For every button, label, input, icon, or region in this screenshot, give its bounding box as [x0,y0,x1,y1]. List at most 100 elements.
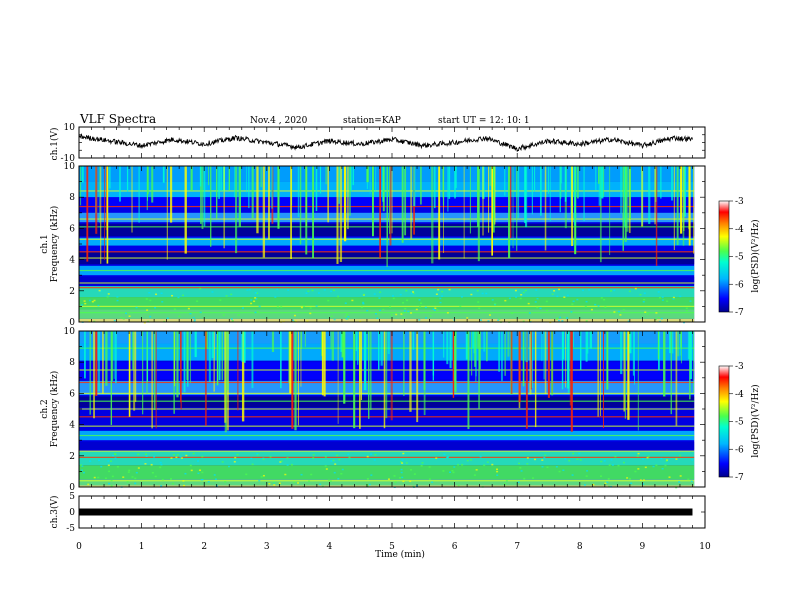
spectrogram-speckle [104,477,107,479]
spectrogram-sferic [423,331,426,390]
spectrogram-speckle [470,459,473,461]
spectrogram-sferic [366,166,369,183]
spectrogram-speckle [604,482,607,485]
spectrogram-speckle [627,320,630,323]
spectrogram-speckle [402,480,405,483]
spectrogram-speckle [127,471,130,473]
y-tick-label: 8 [69,358,75,368]
spectrogram-sferic [235,166,238,254]
spectrogram-speckle [541,466,544,468]
spectrogram-sferic [95,331,98,396]
spectrogram-sferic [692,331,694,393]
spectrogram-speckle [413,473,416,475]
spectrogram-sferic [176,331,179,398]
colorbar-tick-label: -4 [735,390,744,400]
spectrogram-speckle [143,321,146,324]
spectrogram-sferic [299,166,302,245]
spectrogram-speckle [287,289,290,291]
spectrogram-sferic [297,166,300,217]
spectrogram-sferic [580,331,582,370]
spectrogram-speckle [588,289,591,291]
spectrogram-speckle [586,470,589,472]
spectrogram-sferic [609,166,611,256]
spectrogram-speckle [665,460,668,462]
spectrogram-sferic [256,166,259,234]
spectrogram-sferic [401,166,404,243]
spectrogram-speckle [107,460,110,462]
spectrogram-speckle [644,466,647,469]
spectrogram-speckle [120,317,123,319]
spectrogram-sferic [559,166,561,213]
spectrogram-speckle [181,294,184,297]
spectrogram-sferic [571,166,574,247]
spectrogram-sferic [655,166,658,266]
spectrogram-speckle [122,476,125,478]
spectrogram-speckle [412,291,415,293]
spectrogram-speckle [256,453,259,455]
spectrogram-sferic [218,331,221,381]
spectrogram-speckle [108,470,111,473]
spectrogram-speckle [394,481,397,483]
spectrogram-speckle [97,476,100,479]
spectrogram-sferic [560,166,563,184]
spectrogram-speckle [82,471,85,474]
spectrogram-speckle [600,475,603,477]
spectrogram-sferic [684,166,686,217]
spectrogram-sferic [413,166,416,207]
spectrogram-speckle [280,306,283,308]
spectrogram-sferic [512,166,514,249]
spectrogram-speckle [149,299,152,302]
spectrogram-speckle [571,303,574,305]
spectrogram-speckle [603,299,606,301]
spectrogram-sferic [442,331,445,358]
spectrogram-sferic [233,166,235,198]
spectrogram-speckle [409,480,412,483]
spectrogram-speckle [319,483,322,486]
spectrogram-speckle [479,455,482,458]
spectrogram-speckle [245,473,248,476]
spectrogram-speckle [176,454,179,456]
spectrogram-speckle [309,307,312,309]
spectrogram-speckle [258,305,261,308]
spectrogram-speckle [190,469,193,472]
spectrogram-sferic [624,166,627,242]
spectrogram-speckle [434,307,437,310]
spectrogram-speckle [332,459,335,462]
spectrogram-sferic [297,331,299,426]
spectrogram-speckle [405,290,408,292]
spectrogram-speckle [460,296,463,298]
spectrogram-sferic [391,166,393,234]
spectrogram-sferic [454,331,457,393]
spectrogram-speckle [691,459,694,461]
spectrogram-speckle [622,309,625,311]
spectrogram-sferic [385,331,388,419]
spectrogram-speckle [519,467,522,469]
spectrogram-sferic [312,166,314,259]
spectrogram-speckle [420,302,423,305]
spectrogram-sferic [637,331,639,431]
spectrogram-speckle [545,309,548,312]
spectrogram-speckle [111,454,114,457]
spectrogram-speckle [675,458,678,460]
spectrogram-speckle [308,480,311,482]
spectrogram-speckle [116,299,119,302]
spectrogram-tone-line [79,425,695,427]
spectrogram-speckle [579,459,582,461]
spectrogram-sferic [448,166,451,199]
spectrogram-speckle [145,455,148,457]
spectrogram-sferic [353,331,356,429]
spectrogram-sferic [622,166,624,251]
spectrogram-speckle [351,299,354,302]
spectrogram-speckle [145,298,148,300]
spectrogram-speckle [193,320,196,322]
spectrogram-speckle [291,319,294,321]
spectrogram-speckle [98,459,101,462]
ch2-colorbar-label: log(PSD)(V²/Hz) [750,384,761,457]
spectrogram-speckle [315,305,318,307]
spectrogram-speckle [250,299,253,301]
spectrogram-sferic [530,331,532,390]
spectrogram-speckle [461,463,464,466]
x-tick-label: 6 [452,542,458,552]
spectrogram-speckle [528,312,531,314]
